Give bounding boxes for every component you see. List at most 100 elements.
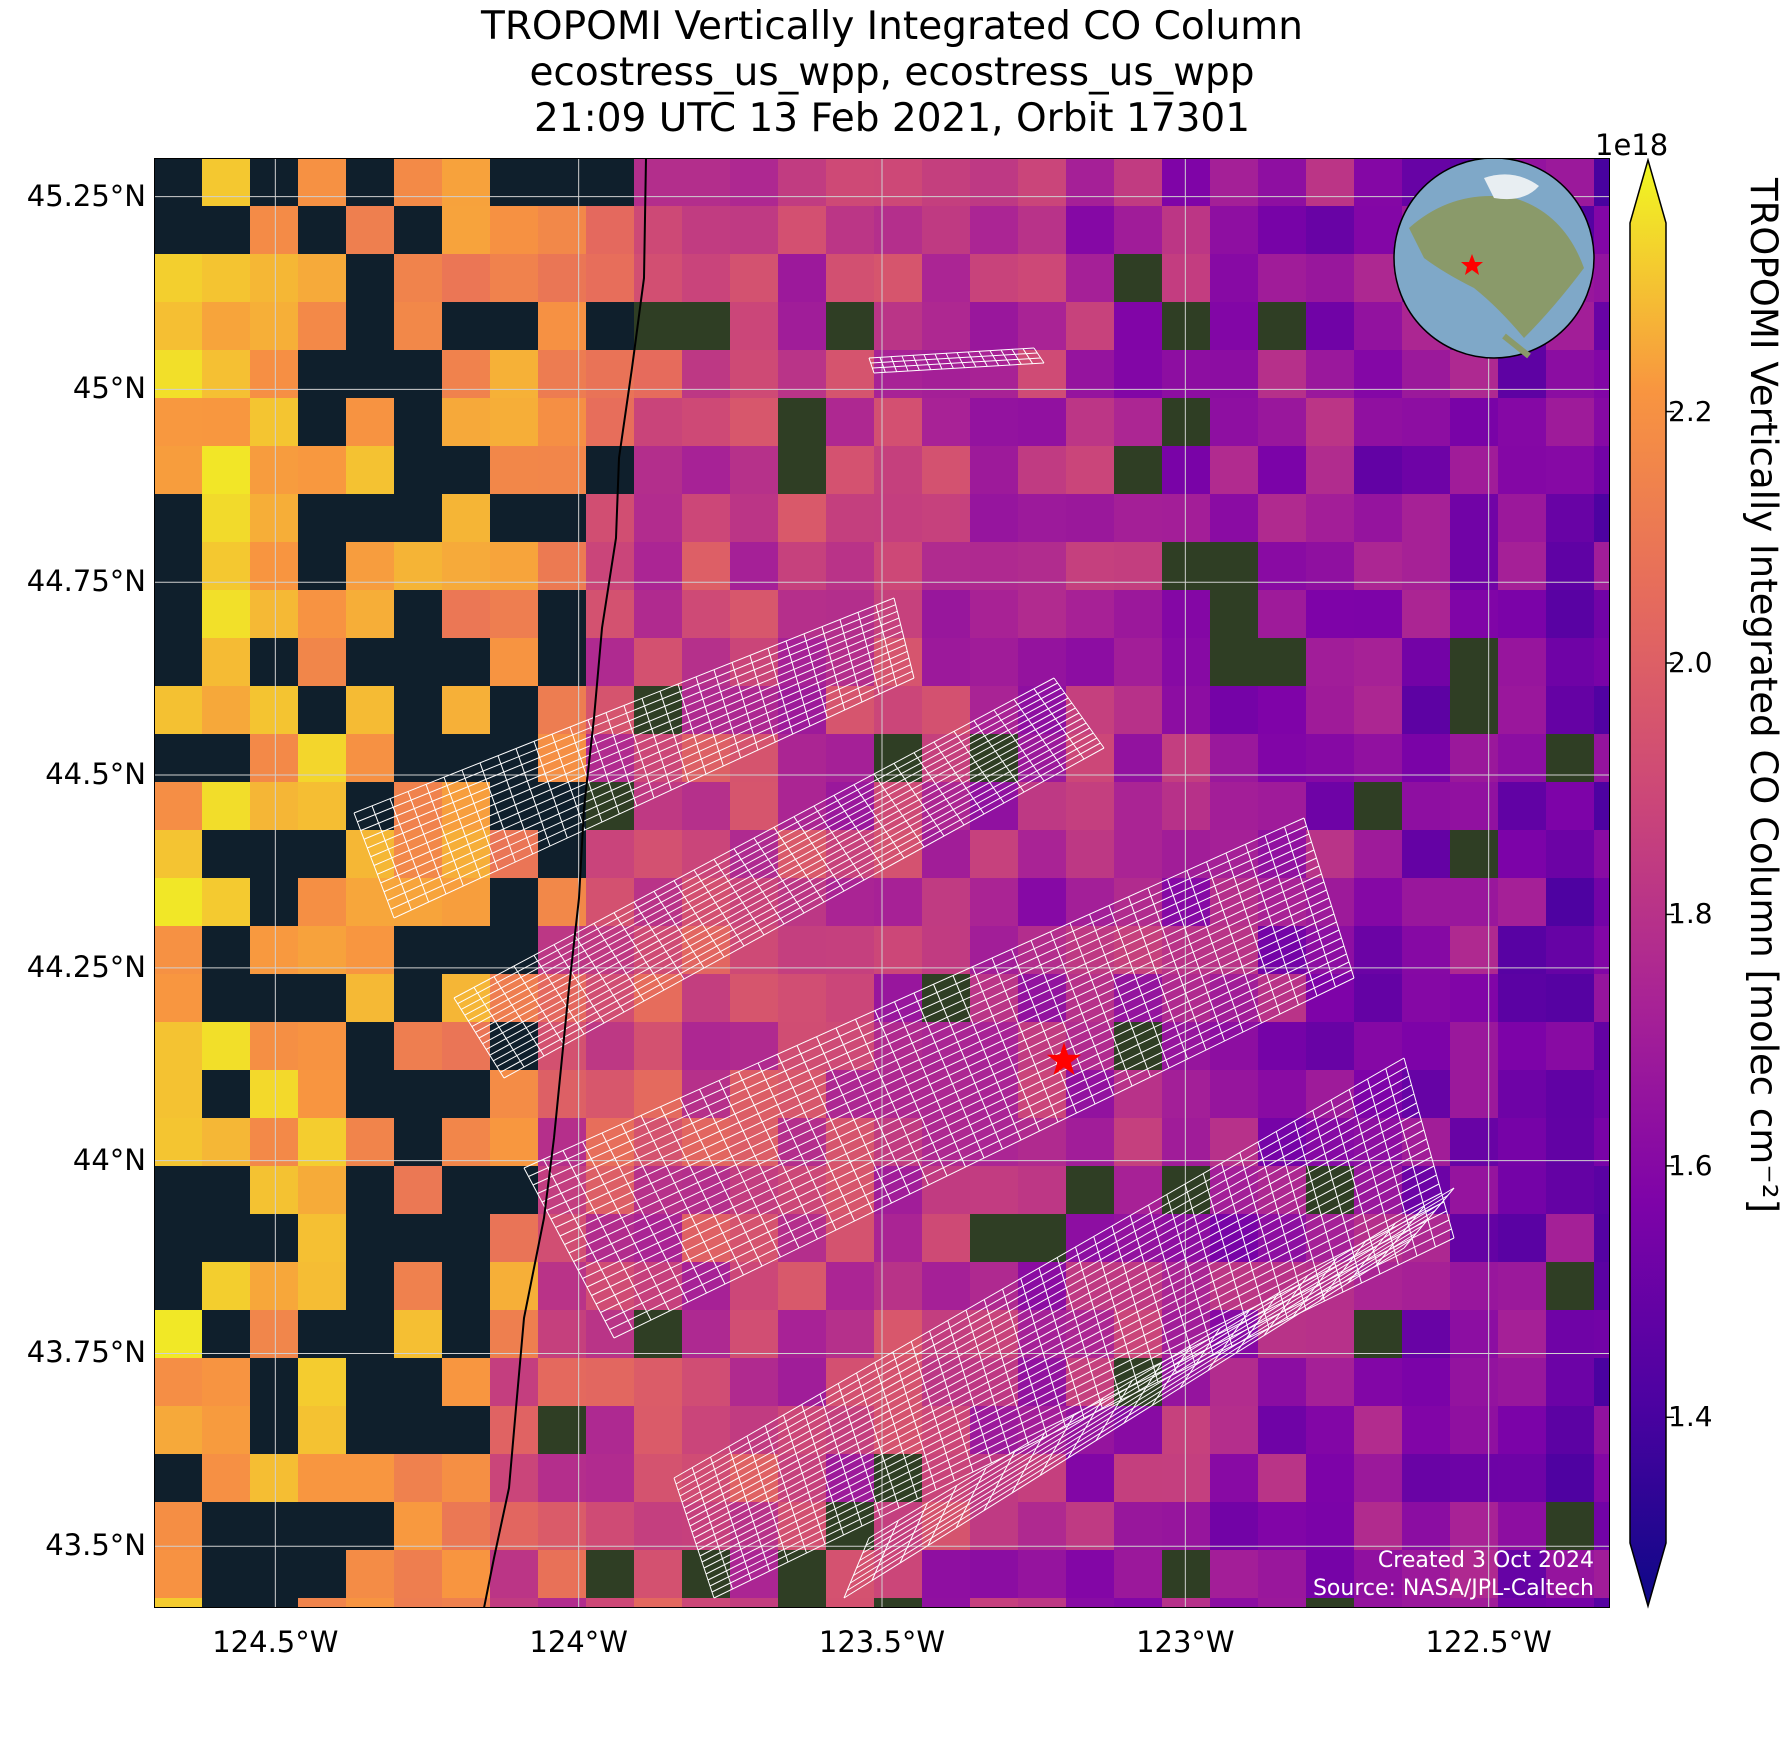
co-pixel bbox=[202, 638, 250, 686]
co-pixel bbox=[922, 158, 970, 206]
co-pixel bbox=[874, 494, 922, 542]
co-pixel bbox=[1594, 206, 1610, 254]
co-pixel bbox=[1066, 158, 1114, 206]
co-pixel bbox=[730, 494, 778, 542]
co-pixel bbox=[1402, 686, 1450, 734]
co-pixel bbox=[634, 206, 682, 254]
land-gap-cell bbox=[538, 1406, 586, 1454]
land-gap-cell bbox=[1306, 1598, 1354, 1608]
co-pixel bbox=[922, 1214, 970, 1262]
co-pixel bbox=[1114, 1550, 1162, 1598]
co-pixel bbox=[1306, 590, 1354, 638]
land-gap-cell bbox=[1114, 446, 1162, 494]
co-pixel bbox=[730, 1022, 778, 1070]
map-panel[interactable]: Created 3 Oct 2024 Source: NASA/JPL-Calt… bbox=[154, 158, 1610, 1608]
co-pixel bbox=[202, 446, 250, 494]
co-pixel bbox=[1306, 158, 1354, 206]
co-pixel bbox=[874, 398, 922, 446]
co-pixel bbox=[1546, 1022, 1594, 1070]
co-pixel bbox=[1306, 350, 1354, 398]
co-pixel bbox=[778, 686, 826, 734]
co-pixel bbox=[1354, 1502, 1402, 1550]
co-pixel bbox=[1066, 542, 1114, 590]
co-pixel bbox=[826, 1358, 874, 1406]
co-pixel bbox=[1162, 638, 1210, 686]
co-pixel bbox=[1162, 1454, 1210, 1502]
co-pixel bbox=[1114, 782, 1162, 830]
co-pixel bbox=[202, 686, 250, 734]
co-pixel bbox=[1354, 398, 1402, 446]
co-pixel bbox=[1546, 686, 1594, 734]
co-pixel bbox=[1594, 1070, 1610, 1118]
co-pixel bbox=[922, 1454, 970, 1502]
co-pixel bbox=[634, 398, 682, 446]
co-pixel bbox=[1594, 302, 1610, 350]
co-pixel bbox=[1354, 734, 1402, 782]
co-pixel bbox=[1258, 1454, 1306, 1502]
co-pixel bbox=[1402, 878, 1450, 926]
co-pixel bbox=[1354, 446, 1402, 494]
co-pixel bbox=[1594, 1166, 1610, 1214]
co-pixel bbox=[730, 206, 778, 254]
co-pixel bbox=[682, 206, 730, 254]
co-pixel bbox=[970, 542, 1018, 590]
co-pixel bbox=[1498, 1214, 1546, 1262]
co-pixel bbox=[298, 158, 346, 206]
co-pixel bbox=[778, 1406, 826, 1454]
co-pixel bbox=[1354, 494, 1402, 542]
co-pixel bbox=[1162, 782, 1210, 830]
co-pixel bbox=[1498, 542, 1546, 590]
latitude-tick-label: 43.75°N bbox=[26, 1335, 146, 1370]
co-pixel bbox=[826, 398, 874, 446]
co-pixel bbox=[970, 830, 1018, 878]
swath-line bbox=[697, 1165, 1435, 1551]
co-pixel bbox=[1114, 734, 1162, 782]
co-pixel bbox=[442, 878, 490, 926]
land-gap-cell bbox=[778, 398, 826, 446]
co-pixel bbox=[1546, 542, 1594, 590]
co-pixel bbox=[1258, 1070, 1306, 1118]
co-pixel bbox=[490, 350, 538, 398]
co-pixel bbox=[730, 254, 778, 302]
co-pixel bbox=[250, 734, 298, 782]
co-pixel bbox=[778, 926, 826, 974]
co-pixel bbox=[1402, 1406, 1450, 1454]
co-pixel bbox=[634, 1502, 682, 1550]
co-pixel bbox=[1450, 542, 1498, 590]
co-pixel bbox=[1594, 1454, 1610, 1502]
co-pixel bbox=[394, 1022, 442, 1070]
co-pixel bbox=[1546, 494, 1594, 542]
co-pixel bbox=[442, 1022, 490, 1070]
co-pixel bbox=[1402, 542, 1450, 590]
co-pixel bbox=[250, 302, 298, 350]
co-pixel bbox=[1306, 1310, 1354, 1358]
co-pixel bbox=[874, 1118, 922, 1166]
co-pixel bbox=[1258, 1598, 1306, 1608]
co-pixel bbox=[490, 1550, 538, 1598]
co-pixel bbox=[202, 542, 250, 590]
swath-line bbox=[890, 356, 898, 372]
co-pixel bbox=[1210, 446, 1258, 494]
co-pixel bbox=[1402, 638, 1450, 686]
co-pixel bbox=[778, 254, 826, 302]
co-pixel bbox=[1258, 1550, 1306, 1598]
co-pixel bbox=[442, 350, 490, 398]
swath-line bbox=[546, 857, 1317, 1211]
co-pixel bbox=[586, 350, 634, 398]
co-pixel bbox=[490, 590, 538, 638]
co-pixel bbox=[970, 254, 1018, 302]
co-pixel bbox=[298, 926, 346, 974]
co-pixel bbox=[1498, 782, 1546, 830]
co-pixel bbox=[1594, 1502, 1610, 1550]
co-pixel bbox=[250, 542, 298, 590]
co-pixel bbox=[1354, 1358, 1402, 1406]
swath-line bbox=[870, 352, 1038, 364]
co-pixel bbox=[586, 878, 634, 926]
site-marker-star-icon bbox=[1046, 1042, 1082, 1075]
co-pixel bbox=[154, 1406, 202, 1454]
swath-line bbox=[493, 732, 1094, 1062]
co-pixel bbox=[394, 1550, 442, 1598]
co-pixel bbox=[1306, 302, 1354, 350]
co-pixel bbox=[1354, 638, 1402, 686]
co-pixel bbox=[1402, 782, 1450, 830]
